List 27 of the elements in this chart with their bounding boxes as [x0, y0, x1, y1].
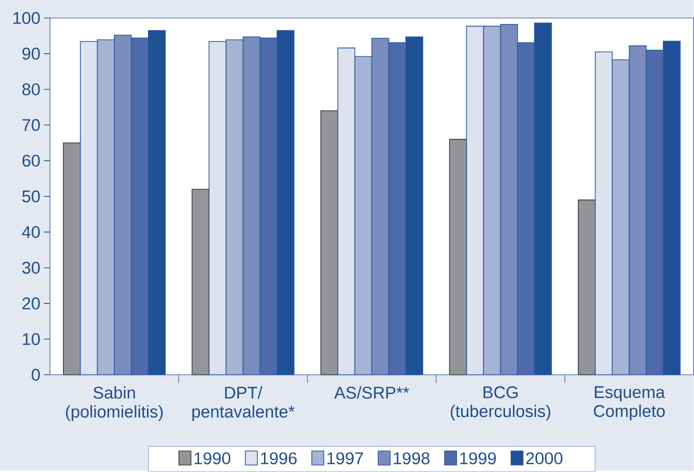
- y-tick-label: 80: [22, 83, 40, 96]
- legend-label: 1990: [194, 452, 230, 464]
- y-tick-label: 20: [22, 298, 40, 310]
- bar: [578, 200, 596, 376]
- x-tick-label: Esquema Completo: [594, 386, 665, 420]
- legend-label: 1997: [327, 452, 363, 464]
- bar: [192, 188, 210, 376]
- x-tick-label: DPT/ pentavalente*: [192, 386, 295, 422]
- x-tick-label: BCG (tuberculosis): [450, 386, 550, 421]
- legend-label: 2000: [526, 452, 562, 464]
- y-tick-label: 60: [22, 154, 40, 167]
- bar: [320, 110, 338, 376]
- legend-label: 1996: [261, 452, 297, 464]
- x-tick-label: AS/SRP**: [334, 386, 410, 399]
- legend-label: 1998: [394, 452, 430, 464]
- y-tick-label: 100: [14, 12, 40, 24]
- y-tick-label: 10: [22, 333, 40, 346]
- y-tick-label: 90: [22, 48, 40, 60]
- y-tick-label: 0: [32, 368, 40, 381]
- y-tick-label: 70: [22, 119, 40, 132]
- x-tick-label: Sabin (poliomielitis): [66, 386, 163, 422]
- y-tick-label: 30: [22, 262, 40, 274]
- legend-label: 1999: [460, 452, 496, 464]
- bar: [62, 142, 81, 376]
- y-tick-label: 50: [22, 190, 40, 202]
- y-tick-label: 40: [22, 226, 40, 238]
- bar: [449, 138, 467, 376]
